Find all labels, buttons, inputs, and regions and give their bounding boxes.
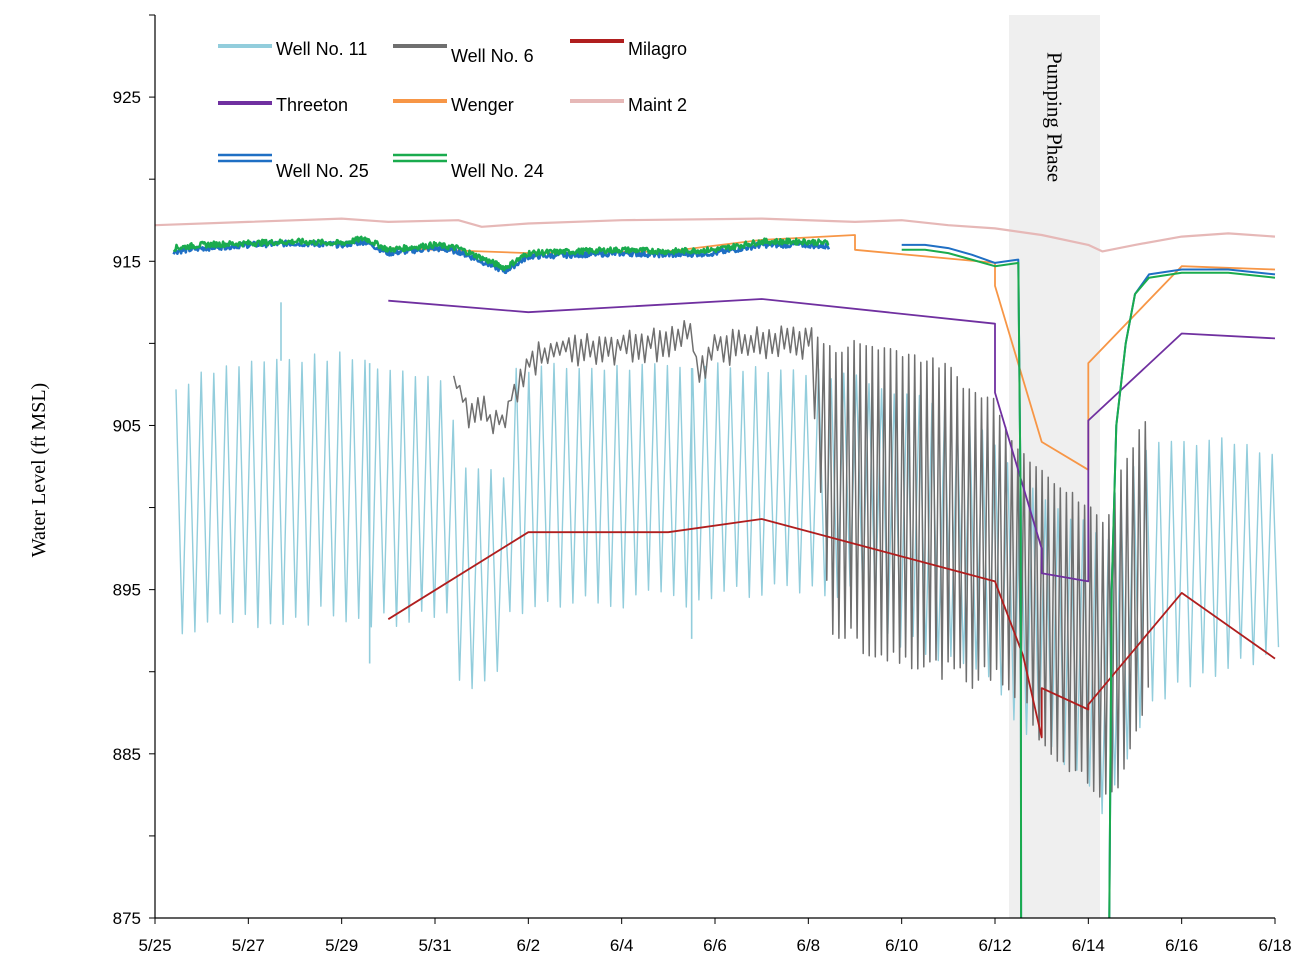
- legend-item-milagro: Milagro: [570, 39, 687, 59]
- x-tick-label: 5/31: [418, 936, 451, 955]
- pumping-phase-band-layer: Pumping Phase: [1009, 15, 1100, 918]
- legend-label: Well No. 6: [451, 46, 534, 66]
- legend-label: Threeton: [276, 95, 348, 115]
- x-tick-label: 6/10: [885, 936, 918, 955]
- legend-item-maint-2: Maint 2: [570, 95, 687, 115]
- series-well-no-6: [452, 320, 1150, 798]
- series-maint-2: [154, 217, 1276, 253]
- x-tick-label: 6/16: [1165, 936, 1198, 955]
- series-well-no-24: [901, 248, 1023, 919]
- y-tick-label: 885: [113, 745, 141, 764]
- legend-item-well-no-6: Well No. 6: [393, 44, 534, 66]
- series-wenger: [388, 234, 1276, 471]
- legend-label: Well No. 11: [276, 39, 367, 59]
- y-tick-label: 925: [113, 88, 141, 107]
- y-tick-label: 895: [113, 581, 141, 600]
- x-tick-label: 6/6: [703, 936, 727, 955]
- y-tick-label: 875: [113, 909, 141, 928]
- legend-label: Maint 2: [628, 95, 687, 115]
- series-layer: [154, 217, 1280, 919]
- pumping-phase-label: Pumping Phase: [1043, 52, 1067, 182]
- x-tick-label: 6/12: [978, 936, 1011, 955]
- y-tick-label: 905: [113, 416, 141, 435]
- series-well-no-24: [172, 235, 830, 272]
- x-tick-label: 6/4: [610, 936, 634, 955]
- series-well-no-24: [1108, 271, 1276, 919]
- legend-item-wenger: Wenger: [393, 95, 514, 115]
- series-well-no-11: [175, 351, 1280, 815]
- x-tick-label: 5/29: [325, 936, 358, 955]
- legend-item-well-no-11: Well No. 11: [218, 39, 367, 59]
- axis-layer: 875 885 895 905 915 925 5/25 5/27 5/29 5/31 6/2 6/4…: [113, 14, 1292, 955]
- legend-item-well-no-24: Well No. 24: [393, 153, 544, 181]
- x-tick-label: 6/8: [797, 936, 821, 955]
- x-tick-label: 6/18: [1258, 936, 1291, 955]
- legend-label: Well No. 24: [451, 161, 544, 181]
- y-tick-label: 915: [113, 252, 141, 271]
- legend-label: Well No. 25: [276, 161, 369, 181]
- y-axis-label: Water Level (ft MSL): [28, 383, 50, 557]
- legend-label: Milagro: [628, 39, 687, 59]
- x-tick-label: 6/14: [1072, 936, 1105, 955]
- legend-item-well-no-25: Well No. 25: [218, 153, 369, 181]
- x-tick-label: 5/25: [138, 936, 171, 955]
- series-milagro: [387, 518, 1276, 739]
- x-tick-label: 5/27: [232, 936, 265, 955]
- legend-label: Wenger: [451, 95, 514, 115]
- legend-item-threeton: Threeton: [218, 95, 348, 115]
- legend: Well No. 11 Well No. 6 Milagro Threeton Weng…: [218, 39, 687, 181]
- x-tick-label: 6/2: [517, 936, 541, 955]
